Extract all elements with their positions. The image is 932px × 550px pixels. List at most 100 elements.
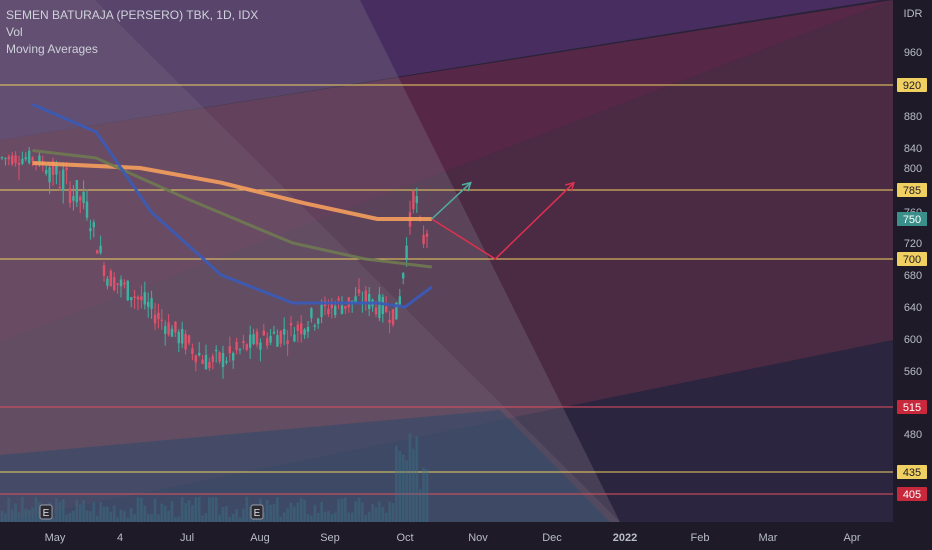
earnings-marker[interactable]: E xyxy=(250,504,264,520)
volume-bar xyxy=(231,513,235,522)
candle xyxy=(109,268,112,287)
volume-bar xyxy=(92,502,96,522)
candle xyxy=(340,296,344,315)
volume-bar xyxy=(68,512,72,522)
volume-bar xyxy=(197,497,201,522)
volume-bar xyxy=(72,510,75,522)
volume-bar xyxy=(425,469,429,522)
candle xyxy=(21,151,24,166)
projection-path-1[interactable] xyxy=(431,182,575,260)
moving-average-line-2[interactable] xyxy=(32,149,432,269)
volume-bar xyxy=(296,502,300,522)
volume-bar xyxy=(102,506,106,522)
candle xyxy=(262,324,265,336)
volume-bar xyxy=(269,504,272,522)
candle xyxy=(218,351,221,365)
volume-bar xyxy=(214,496,218,522)
candle xyxy=(157,303,160,329)
candle xyxy=(17,155,21,180)
volume-bar xyxy=(384,512,388,522)
y-tick-label: 600 xyxy=(904,334,922,346)
candle xyxy=(147,292,150,318)
candle xyxy=(85,189,89,221)
candle xyxy=(402,271,405,285)
volume-indicator-label[interactable]: Vol xyxy=(6,25,23,39)
volume-bar xyxy=(136,497,140,522)
candle xyxy=(354,287,357,304)
candle xyxy=(269,329,272,346)
volume-bar xyxy=(367,511,371,522)
volume-bar xyxy=(51,517,55,522)
y-tick-label: 800 xyxy=(904,163,922,175)
volume-bar xyxy=(282,512,286,522)
symbol-title[interactable]: SEMEN BATURAJA (PERSERO) TBK, 1D, IDX xyxy=(6,8,259,22)
candle xyxy=(62,162,65,204)
candle xyxy=(296,320,299,343)
last-price-tag[interactable] xyxy=(897,212,927,226)
moving-averages-indicator-label[interactable]: Moving Averages xyxy=(6,42,98,56)
x-tick-label: Nov xyxy=(468,532,488,544)
candle xyxy=(255,328,259,348)
earnings-marker[interactable]: E xyxy=(39,504,53,520)
volume-bar xyxy=(388,501,391,522)
volume-bar xyxy=(422,467,425,522)
candle xyxy=(96,249,99,254)
volume-bar xyxy=(95,515,99,522)
volume-bar xyxy=(99,501,102,522)
volume-bar xyxy=(350,512,354,522)
volume-bar xyxy=(303,499,306,522)
level-price-label: 405 xyxy=(903,489,921,501)
candle xyxy=(170,325,174,337)
candle xyxy=(143,281,146,310)
candle xyxy=(208,357,211,371)
candle xyxy=(204,344,208,370)
volume-bar xyxy=(242,508,245,522)
x-tick-label: Mar xyxy=(759,532,778,544)
volume-bar xyxy=(398,451,402,522)
y-tick-label: 560 xyxy=(904,366,922,378)
candle xyxy=(106,275,109,290)
candle xyxy=(72,185,75,211)
volume-bar xyxy=(34,497,38,522)
last-price-label: 750 xyxy=(903,214,921,226)
candle xyxy=(422,225,425,249)
volume-bar xyxy=(204,512,208,522)
volume-bar xyxy=(293,506,296,522)
volume-bar xyxy=(38,502,41,522)
y-tick-label: 840 xyxy=(904,143,922,155)
candle xyxy=(398,288,401,306)
x-tick-label: Feb xyxy=(691,532,710,544)
level-price-tag-785[interactable] xyxy=(897,183,927,197)
price-axis[interactable]: IDR4805606006406807207608008408809609207… xyxy=(893,0,932,550)
candle xyxy=(99,235,102,255)
level-price-tag-700[interactable] xyxy=(897,252,927,266)
level-price-tag-920[interactable] xyxy=(897,78,927,92)
candle xyxy=(425,229,429,248)
volume-bar xyxy=(58,501,62,522)
volume-bar xyxy=(201,515,204,522)
volume-bar xyxy=(133,514,136,522)
volume-bar xyxy=(364,514,368,522)
level-price-tag-435[interactable] xyxy=(897,465,927,479)
projection-path-2[interactable] xyxy=(431,182,472,220)
time-axis[interactable]: May 4 Jul Aug Sep Oct Nov Dec 2022 Feb Mar Apr xyxy=(0,522,932,550)
volume-bar xyxy=(10,509,14,522)
volume-bar xyxy=(357,497,361,522)
volume-bar xyxy=(55,498,58,522)
earnings-marker-label: E xyxy=(43,508,50,519)
currency-label: IDR xyxy=(904,8,923,20)
time-axis-panel xyxy=(0,522,932,550)
volume-bar xyxy=(323,511,327,522)
candle xyxy=(130,296,133,308)
volume-bar xyxy=(333,512,337,522)
candle xyxy=(242,334,245,350)
moving-average-line-3[interactable] xyxy=(31,103,433,309)
candle xyxy=(317,317,320,329)
candle xyxy=(79,195,82,214)
candle xyxy=(279,329,282,348)
level-price-tag-515[interactable] xyxy=(897,400,927,414)
x-tick-label: Sep xyxy=(320,532,340,544)
projection-arrowhead-1 xyxy=(565,181,576,192)
level-price-tag-405[interactable] xyxy=(897,487,927,501)
